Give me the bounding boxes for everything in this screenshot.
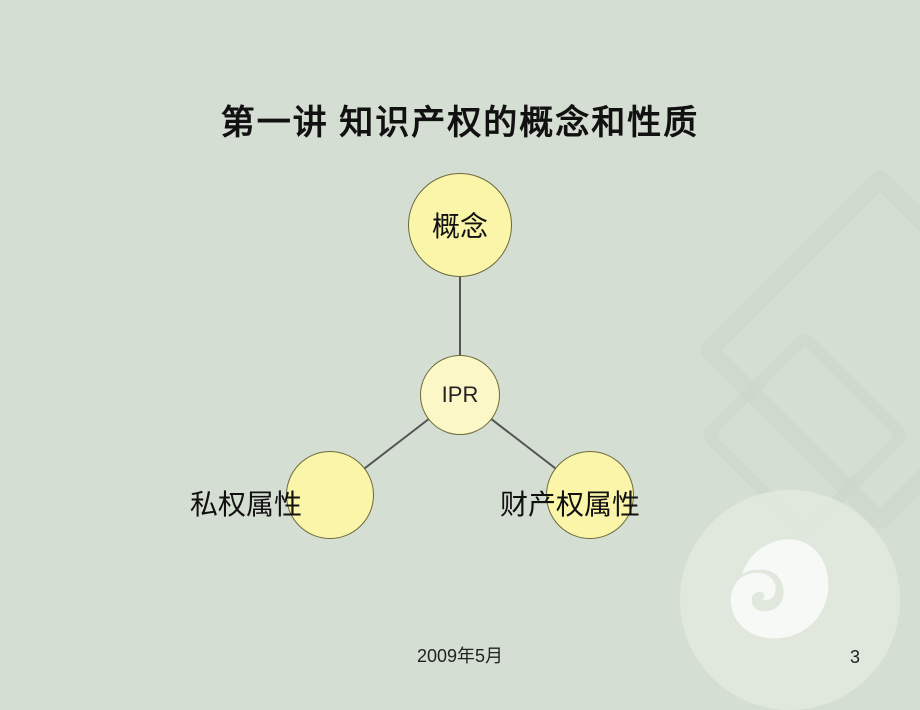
title-text: 第一讲 知识产权的概念和性质 xyxy=(221,105,700,142)
node-center: IPR xyxy=(420,355,500,435)
label-left: 私权属性 xyxy=(190,483,302,523)
footer-date: 2009年5月 xyxy=(0,642,920,668)
node-top: 概念 xyxy=(408,173,512,277)
label-right: 财产权属性 xyxy=(500,483,640,523)
slide-title: 第一讲 知识产权的概念和性质 xyxy=(0,95,920,144)
concept-diagram: IPR 概念私权属性 财产权属性 xyxy=(0,165,920,585)
page-number: 3 xyxy=(850,647,860,668)
